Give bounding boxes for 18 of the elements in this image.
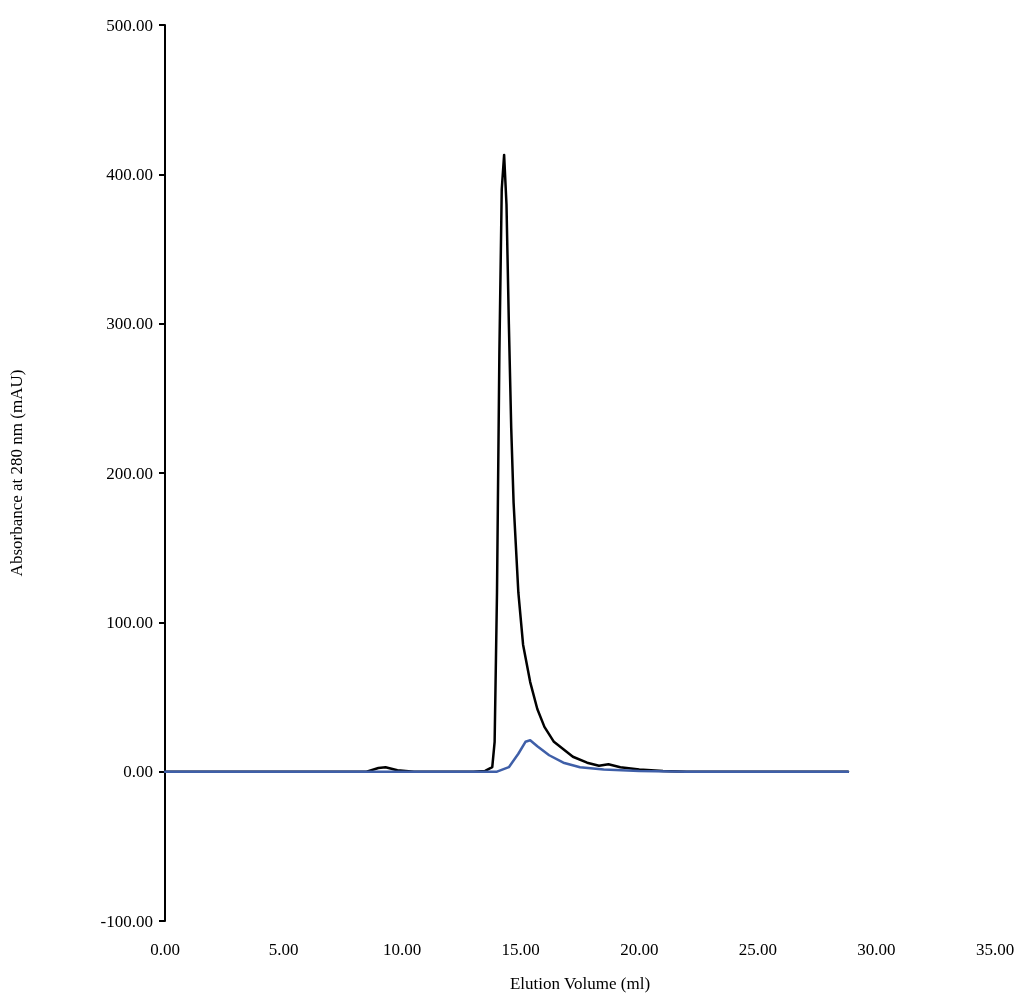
y-tick-label: 0.00 xyxy=(123,762,153,782)
x-tick-label: 30.00 xyxy=(857,940,896,959)
y-tick-label: 100.00 xyxy=(106,612,153,632)
y-tick-label: -100.00 xyxy=(100,911,153,931)
line-series xyxy=(163,739,850,773)
y-tick-label: 400.00 xyxy=(106,164,153,184)
x-tick-label: 5.00 xyxy=(268,940,299,959)
y-tick-label: 500.00 xyxy=(106,15,153,35)
x-tick-label: 25.00 xyxy=(738,940,777,959)
y-tick-label: 200.00 xyxy=(106,463,153,483)
x-tick-label: 10.00 xyxy=(383,940,422,959)
x-tick-label: 0.00 xyxy=(150,940,180,959)
x-tick-label: 35.00 xyxy=(975,940,1015,959)
x-axis-title: Elution Volume (ml) xyxy=(509,973,651,993)
x-tick-label: 15.00 xyxy=(501,940,540,959)
x-tick-label: 20.00 xyxy=(620,940,659,959)
y-tick-label: 300.00 xyxy=(106,314,153,334)
y-axis-title: Absorbance at 280 nm (mAU) xyxy=(7,369,26,577)
